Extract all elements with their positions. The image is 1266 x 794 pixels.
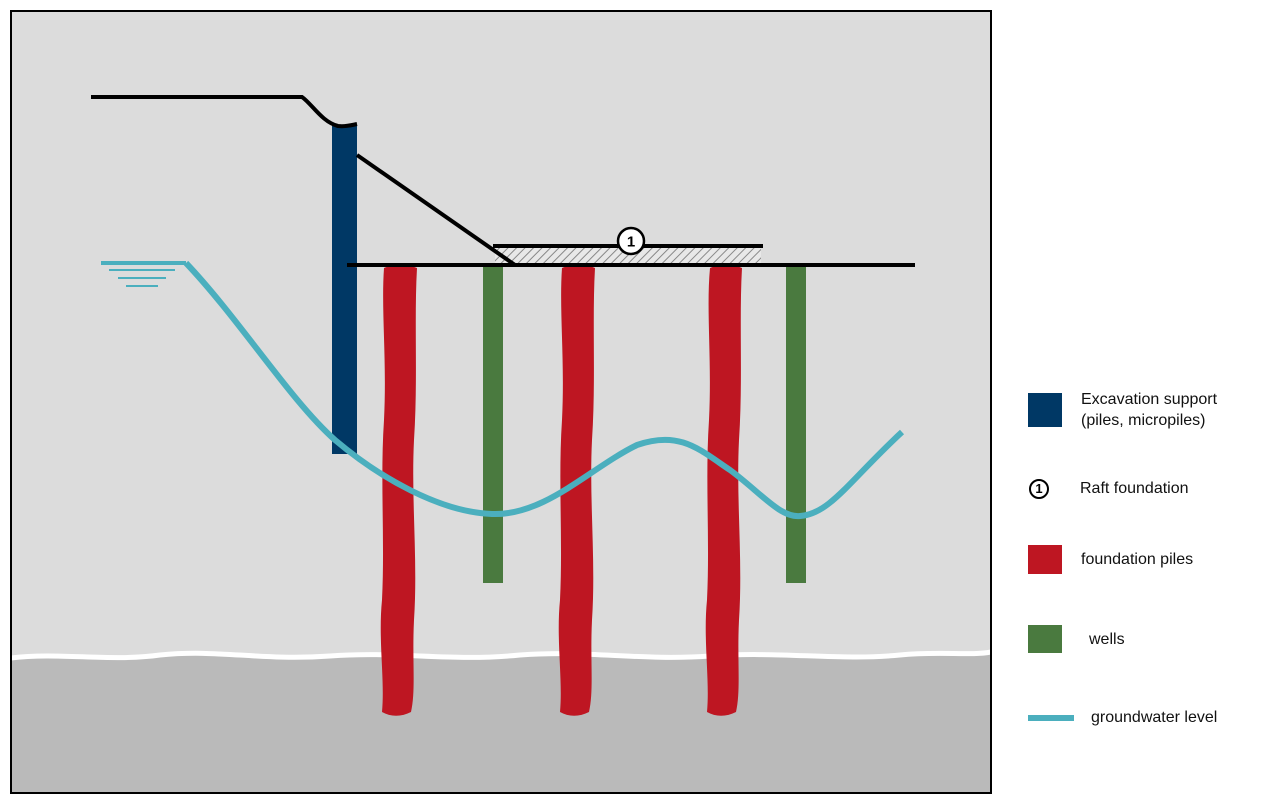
soil-boundary-line [10,649,992,661]
slope-line [355,153,517,267]
deep-soil-layer [11,652,991,793]
legend-label-wells: wells [1089,630,1125,648]
raft-marker-number: 1 [627,234,635,251]
excavation-support-swatch [1028,393,1062,427]
raft-foundation-symbol: 1 [1029,478,1049,499]
excavation-support-wall [332,125,357,454]
foundation-pile-1 [380,265,417,716]
legend-item-excavation-support: Excavation support (piles, micropiles) [1028,389,1217,431]
well-1 [483,267,503,583]
legend-item-groundwater-level: groundwater level [1028,707,1217,728]
legend-label-raft-foundation: Raft foundation [1080,480,1189,497]
legend-item-wells: wells [1028,625,1125,653]
legend-item-raft-foundation: 1 Raft foundation [1028,478,1189,499]
legend-label-excavation-support: Excavation support (piles, micropiles) [1081,391,1218,429]
groundwater-level-swatch [1028,714,1074,721]
wells-swatch [1028,625,1062,653]
well-2 [786,267,806,583]
legend: Excavation support (piles, micropiles) 1… [1028,0,1266,794]
foundation-pile-2 [558,265,595,716]
raft-marker-circle [616,226,646,256]
foundation-pile-3 [705,265,742,716]
foundation-piles-swatch [1028,545,1062,574]
legend-label-groundwater-level: groundwater level [1091,709,1218,726]
water-level-symbol [101,261,186,287]
raft-foundation-slab [495,246,761,265]
diagram-border [10,10,992,794]
legend-item-foundation-piles: foundation piles [1028,545,1193,574]
legend-label-foundation-piles: foundation piles [1081,551,1194,568]
groundwater-level-line [183,260,905,520]
original-ground-line [91,95,358,129]
